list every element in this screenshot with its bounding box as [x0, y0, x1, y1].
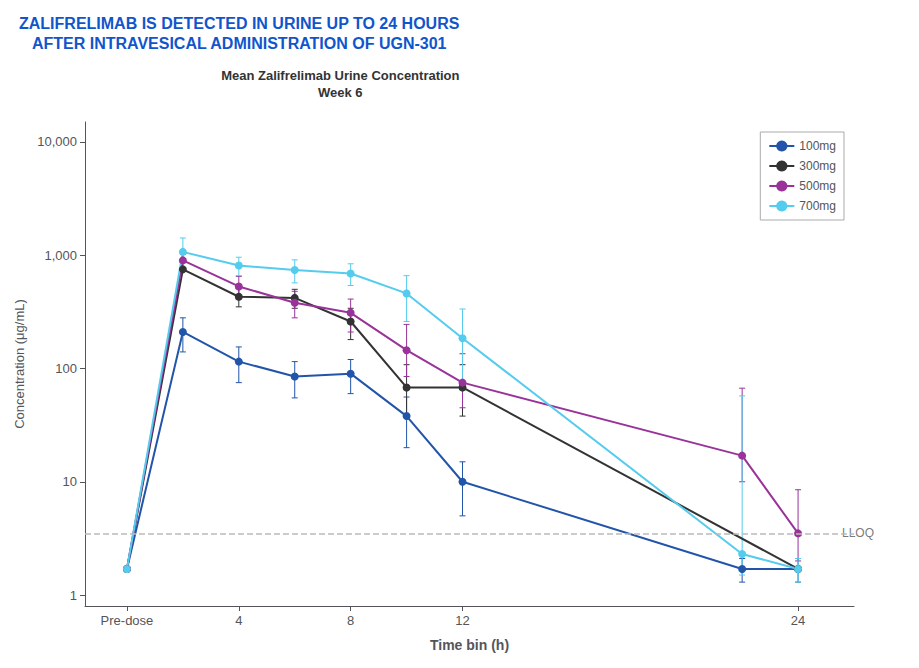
svg-text:24: 24	[791, 613, 805, 628]
svg-text:100mg: 100mg	[799, 139, 836, 153]
svg-text:12: 12	[455, 613, 469, 628]
svg-text:500mg: 500mg	[799, 179, 836, 193]
svg-text:10,000: 10,000	[37, 134, 77, 149]
svg-text:Week 6: Week 6	[318, 85, 363, 100]
svg-text:300mg: 300mg	[799, 159, 836, 173]
svg-text:1,000: 1,000	[44, 248, 77, 263]
svg-text:Mean Zalifrelimab Urine Concen: Mean Zalifrelimab Urine Concentration	[221, 68, 459, 83]
svg-text:1: 1	[70, 588, 77, 603]
svg-text:LLOQ: LLOQ	[842, 526, 874, 541]
svg-text:ZALIFRELIMAB IS DETECTED IN UR: ZALIFRELIMAB IS DETECTED IN URINE UP TO …	[19, 15, 460, 32]
svg-text:4: 4	[235, 613, 242, 628]
svg-text:Concentration (μg/mL): Concentration (μg/mL)	[12, 299, 27, 429]
svg-text:10: 10	[63, 474, 77, 489]
svg-text:700mg: 700mg	[799, 199, 836, 213]
svg-text:8: 8	[347, 613, 354, 628]
svg-text:Pre-dose: Pre-dose	[101, 613, 154, 628]
svg-text:Time bin (h): Time bin (h)	[430, 637, 509, 653]
svg-text:AFTER INTRAVESICAL ADMINISTRAT: AFTER INTRAVESICAL ADMINISTRATION OF UGN…	[32, 35, 447, 52]
svg-text:100: 100	[55, 361, 77, 376]
